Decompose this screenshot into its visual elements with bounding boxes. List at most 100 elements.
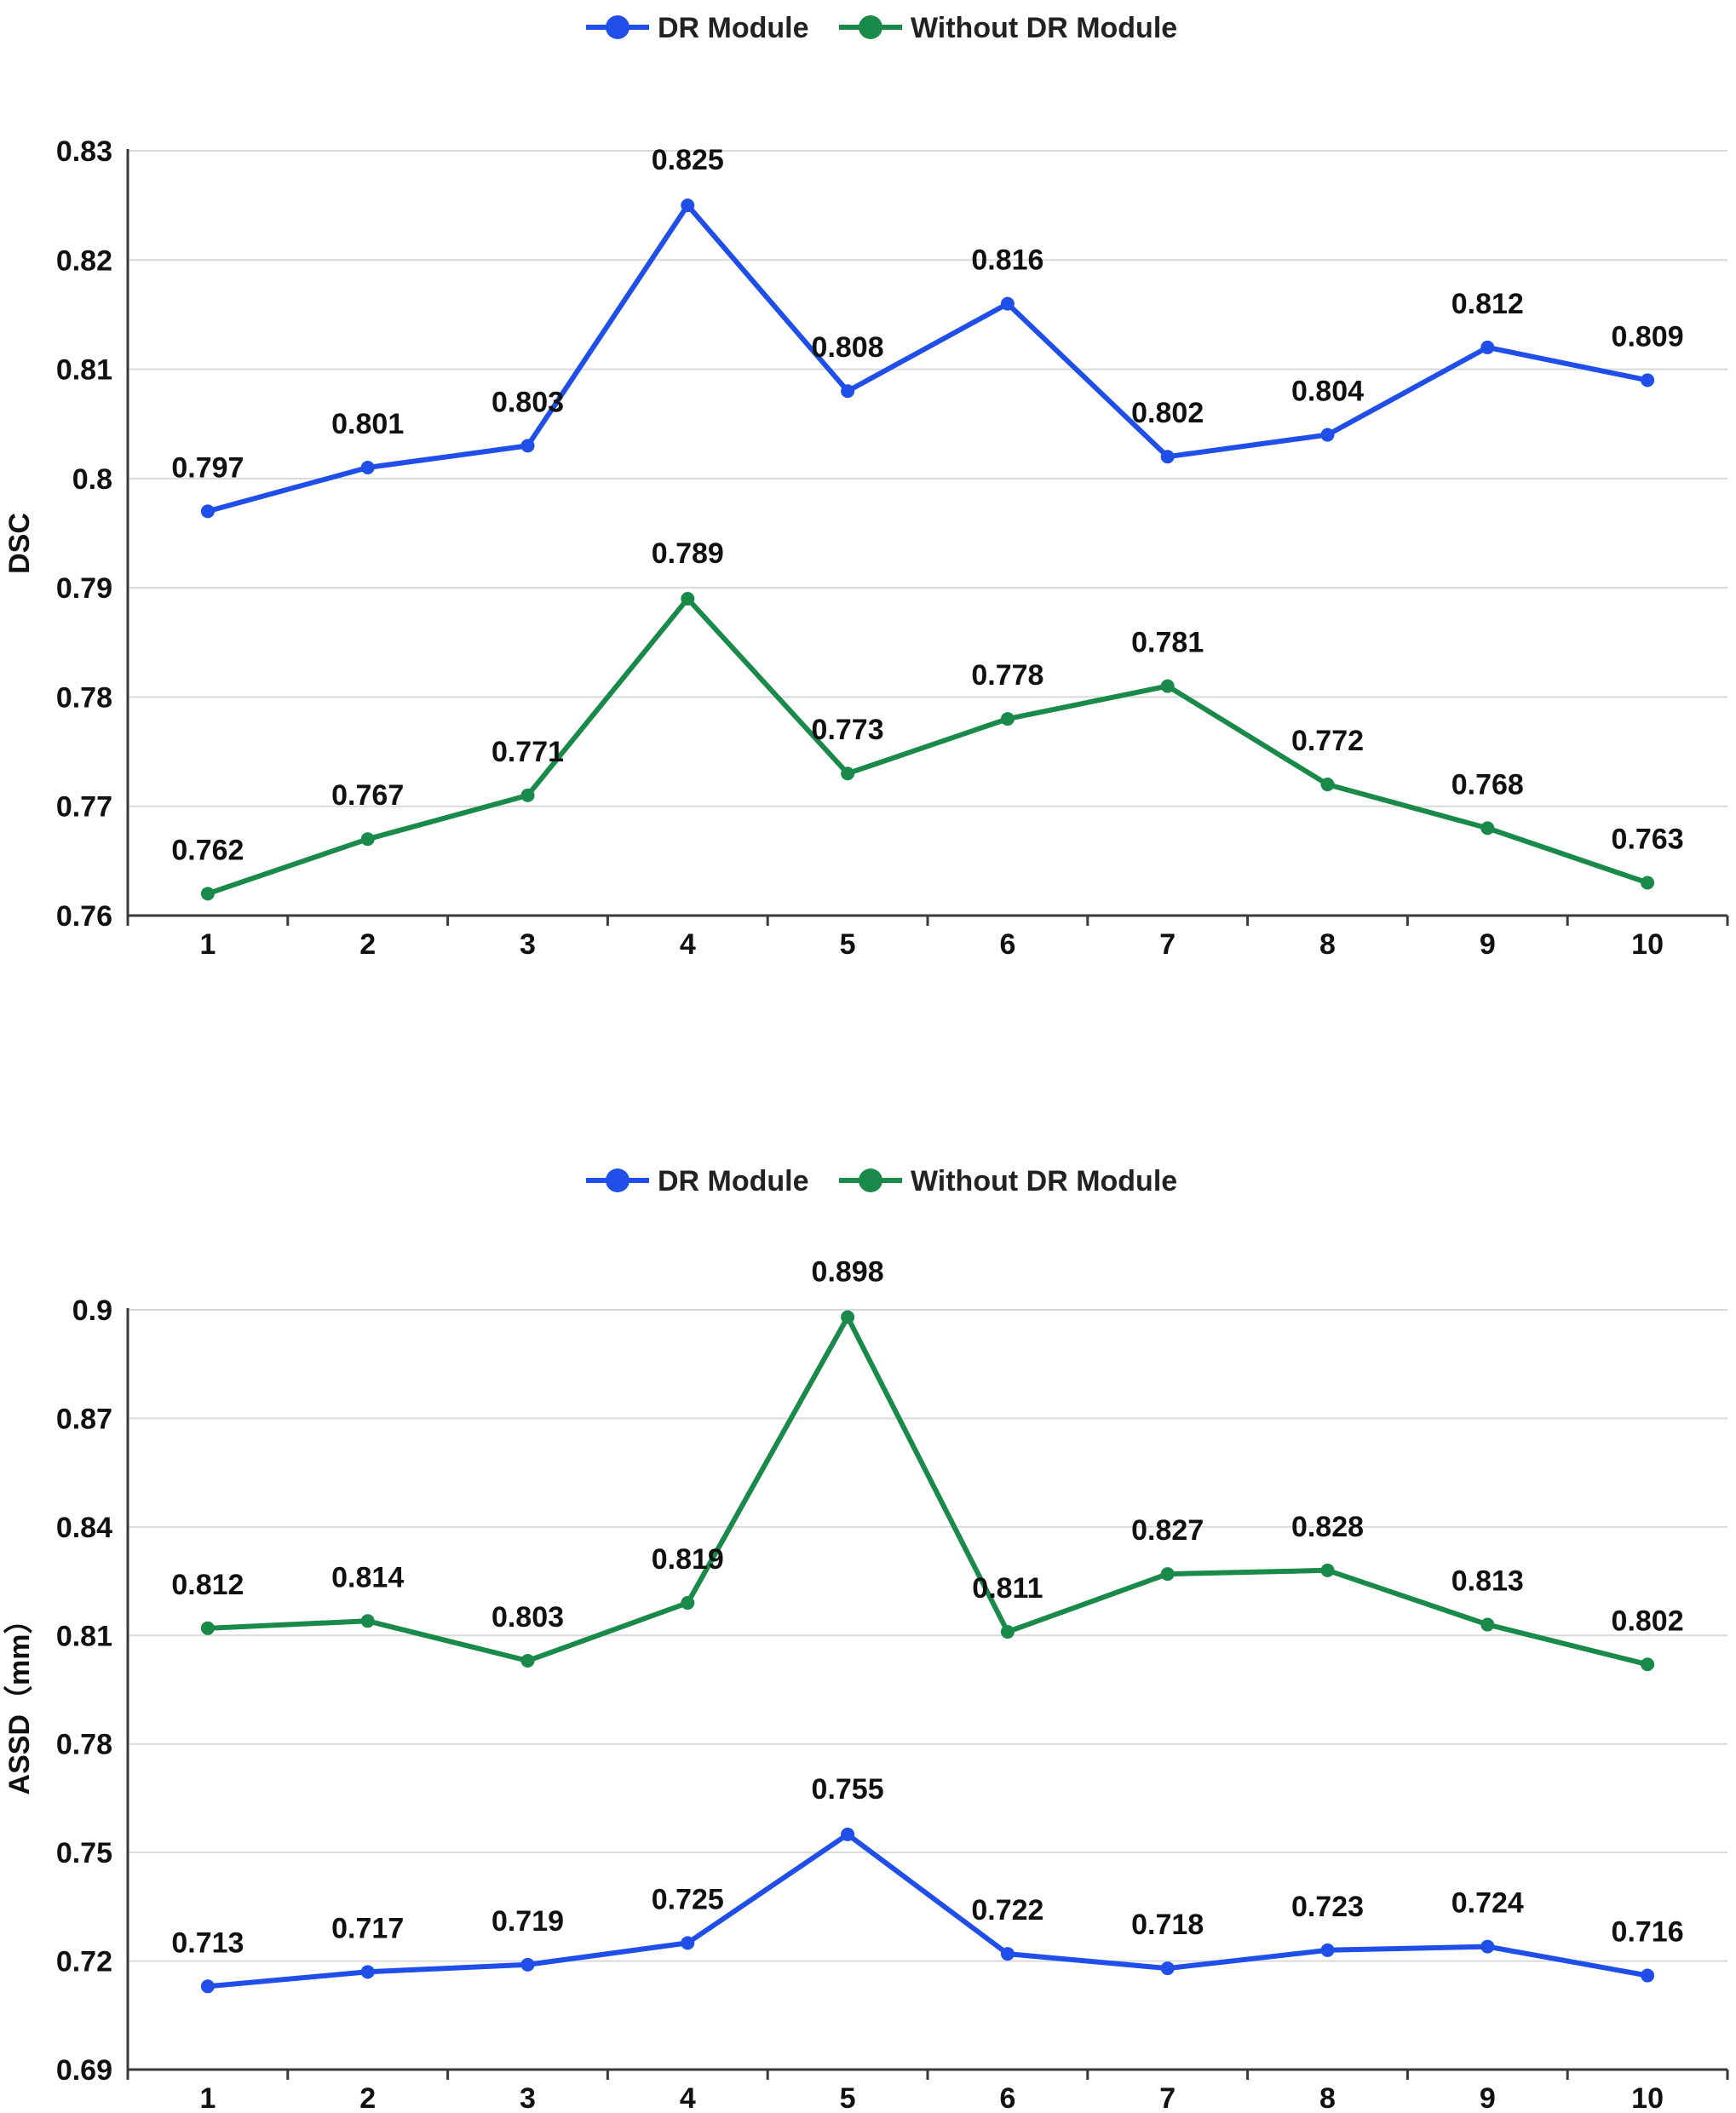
legend-marker-dr-module	[606, 1168, 629, 1192]
data-label: 0.719	[491, 1905, 564, 1938]
data-point	[1641, 1657, 1655, 1672]
x-tick-label: 4	[680, 2082, 696, 2112]
dsc-line-chart: 0.76 0.77 0.78 0.79 0.8 0.81 0.82 0.83 1 2 3 4 5 6 7 8 9…	[3, 12, 1729, 961]
x-tick-label: 6	[999, 2082, 1015, 2112]
data-label: 0.789	[652, 537, 724, 570]
data-point	[1480, 340, 1495, 354]
data-point	[520, 1654, 535, 1668]
legend-label: Without DR Module	[911, 12, 1177, 44]
x-tick-label: 4	[680, 928, 696, 961]
data-label: 0.772	[1291, 725, 1364, 757]
data-label: 0.802	[1131, 397, 1204, 429]
y-tick-label: 0.76	[56, 900, 112, 933]
data-label: 0.724	[1451, 1887, 1524, 1920]
data-label: 0.825	[652, 144, 724, 176]
x-tick-label: 1	[199, 928, 216, 961]
y-tick-label: 0.8	[72, 463, 112, 496]
data-point	[520, 439, 535, 453]
y-tick-label: 0.87	[56, 1403, 112, 1435]
data-label: 0.803	[491, 1601, 564, 1634]
data-point	[1480, 1617, 1495, 1632]
data-point	[841, 1827, 855, 1841]
y-tick-label: 0.78	[56, 1729, 112, 1761]
data-label: 0.771	[491, 736, 564, 768]
data-label: 0.802	[1612, 1605, 1684, 1637]
data-label: 0.813	[1451, 1565, 1524, 1598]
y-tick-label: 0.79	[56, 572, 112, 605]
data-point	[520, 1957, 535, 1972]
x-tick-label: 3	[520, 2082, 536, 2112]
data-point	[681, 198, 695, 213]
x-tick-label: 7	[1159, 928, 1176, 961]
x-tick-label: 7	[1159, 2082, 1176, 2112]
data-label: 0.814	[331, 1561, 404, 1593]
data-point	[841, 384, 855, 399]
data-label: 0.808	[812, 331, 884, 364]
data-label: 0.803	[491, 386, 564, 418]
data-point	[200, 1979, 215, 1994]
legend-label: DR Module	[658, 12, 809, 44]
data-point	[1160, 450, 1175, 464]
data-point	[520, 788, 535, 802]
x-tick-label: 2	[359, 928, 376, 961]
data-label: 0.773	[812, 714, 884, 746]
dsc-chart-panel: 0.76 0.77 0.78 0.79 0.8 0.81 0.82 0.83 1 2 3 4 5 6 7 8 9…	[0, 0, 1736, 1056]
data-label: 0.827	[1131, 1514, 1204, 1547]
data-point	[681, 1936, 695, 1950]
legend-label: DR Module	[658, 1165, 809, 1197]
data-point	[1320, 778, 1335, 792]
data-point	[1641, 876, 1655, 890]
y-tick-label: 0.81	[56, 1620, 112, 1652]
y-tick-label: 0.72	[56, 1946, 112, 1978]
y-tick-label: 0.77	[56, 791, 112, 824]
data-point	[1641, 373, 1655, 388]
x-tick-label: 3	[520, 928, 536, 961]
data-point	[1320, 1563, 1335, 1577]
data-point	[1000, 1947, 1015, 1961]
data-point	[200, 887, 215, 901]
data-label: 0.755	[812, 1773, 884, 1806]
data-point	[681, 1596, 695, 1611]
x-tick-label: 2	[359, 2082, 376, 2112]
data-label: 0.768	[1451, 768, 1524, 801]
data-point	[1320, 428, 1335, 442]
series-line-dr-module	[204, 1831, 1651, 1990]
x-tick-label: 1	[199, 2082, 216, 2112]
data-label: 0.801	[331, 408, 404, 440]
data-point	[841, 767, 855, 781]
data-label: 0.809	[1612, 320, 1684, 353]
data-label: 0.898	[812, 1255, 884, 1288]
data-label: 0.763	[1612, 824, 1684, 856]
x-tick-label: 5	[840, 928, 856, 961]
data-point	[1000, 1625, 1015, 1639]
data-label: 0.797	[171, 451, 244, 484]
data-label: 0.713	[171, 1926, 244, 1959]
x-tick-label: 6	[999, 928, 1015, 961]
x-tick-label: 8	[1319, 2082, 1336, 2112]
data-label: 0.762	[171, 834, 244, 866]
data-label: 0.828	[1291, 1511, 1364, 1543]
data-label: 0.811	[972, 1572, 1043, 1605]
series-line-without-dr-module	[204, 596, 1651, 897]
data-point	[1320, 1943, 1335, 1957]
series-line-without-dr-module	[204, 1314, 1651, 1668]
data-label: 0.716	[1612, 1916, 1684, 1949]
y-tick-label: 0.84	[56, 1512, 112, 1544]
y-axis-title: DSC	[3, 513, 36, 574]
data-point	[360, 1965, 375, 1979]
data-point	[681, 591, 695, 606]
x-tick-label: 5	[840, 2082, 856, 2112]
y-tick-label: 0.83	[56, 135, 112, 168]
data-point	[1480, 1939, 1495, 1954]
x-tick-label: 10	[1631, 928, 1664, 961]
data-label: 0.819	[652, 1543, 724, 1576]
y-tick-label: 0.69	[56, 2054, 112, 2087]
data-label: 0.781	[1131, 627, 1204, 659]
data-label: 0.812	[171, 1569, 244, 1601]
x-tick-label: 9	[1480, 928, 1496, 961]
data-label: 0.767	[331, 779, 404, 812]
data-point	[200, 504, 215, 519]
data-point	[1000, 296, 1015, 311]
data-point	[1000, 712, 1015, 726]
data-label: 0.812	[1451, 288, 1524, 320]
